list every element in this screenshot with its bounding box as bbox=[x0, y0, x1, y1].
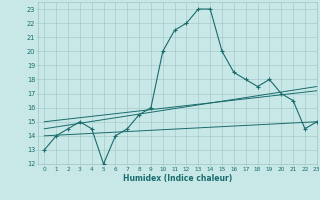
X-axis label: Humidex (Indice chaleur): Humidex (Indice chaleur) bbox=[123, 174, 232, 183]
